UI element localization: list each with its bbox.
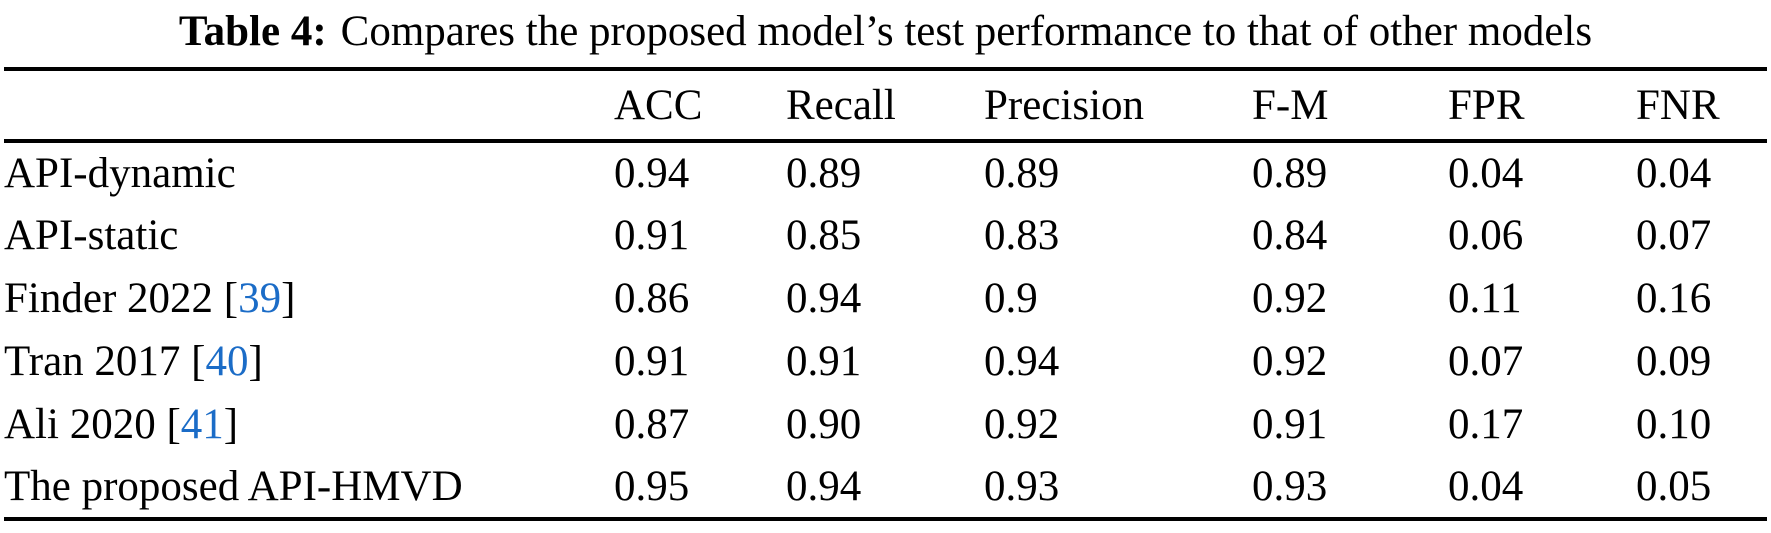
table-header: ACC Recall Precision F-M FPR FNR (4, 69, 1767, 143)
metric-cell: 0.91 (1252, 401, 1328, 448)
metric-cell: 0.91 (614, 212, 690, 259)
metric-cell: 0.93 (1252, 463, 1328, 510)
column-header-recall: Recall (786, 69, 984, 143)
model-name-cell: Finder 2022 [39] (4, 267, 614, 330)
metric-cell: 0.93 (984, 463, 1060, 510)
column-header-model (4, 69, 614, 143)
metric-cell: 0.95 (614, 463, 690, 510)
metric-cell: 0.9 (984, 275, 1038, 322)
model-name: Finder 2022 (4, 275, 214, 322)
metric-cell: 0.91 (786, 338, 862, 385)
metric-cell: 0.92 (984, 401, 1060, 448)
table-row: API-dynamic 0.94 0.89 0.89 0.89 0.04 0.04 (4, 141, 1767, 204)
citation-link[interactable]: 39 (238, 275, 282, 322)
metric-cell: 0.10 (1636, 401, 1712, 448)
metric-cell: 0.86 (614, 275, 690, 322)
metric-cell: 0.05 (1636, 463, 1712, 510)
citation-open-bracket: [ (155, 401, 181, 448)
column-header-acc: ACC (614, 69, 786, 143)
column-header-fpr: FPR (1448, 69, 1636, 143)
metric-cell: 0.83 (984, 212, 1060, 259)
metric-cell: 0.90 (786, 401, 862, 448)
metric-cell: 0.09 (1636, 338, 1712, 385)
column-header-fnr: FNR (1636, 69, 1767, 143)
model-name: Tran 2017 (4, 338, 181, 385)
metric-cell: 0.16 (1636, 275, 1712, 322)
metric-cell: 0.91 (614, 338, 690, 385)
column-header-precision: Precision (984, 69, 1252, 143)
model-name-cell: API-dynamic (4, 141, 614, 204)
table-caption: Table 4: Compares the proposed model’s te… (0, 0, 1771, 60)
table-row: Ali 2020 [41] 0.87 0.90 0.92 0.91 0.17 0.10 (4, 393, 1767, 456)
model-name-cell: Tran 2017 [40] (4, 330, 614, 393)
table-row: The proposed API-HMVD 0.95 0.94 0.93 0.93 0.0… (4, 456, 1767, 519)
citation-open-bracket: [ (213, 275, 239, 322)
results-table: ACC Recall Precision F-M FPR FNR API-dyn… (4, 67, 1767, 521)
column-header-fm: F-M (1252, 69, 1448, 143)
metric-cell: 0.92 (1252, 275, 1328, 322)
citation-close-bracket: ] (248, 338, 263, 385)
metric-cell: 0.04 (1448, 463, 1524, 510)
table-row: Tran 2017 [40] 0.91 0.91 0.94 0.92 0.07 0.09 (4, 330, 1767, 393)
metric-cell: 0.94 (614, 150, 690, 197)
metric-cell: 0.92 (1252, 338, 1328, 385)
model-name-cell: The proposed API-HMVD (4, 456, 614, 519)
model-name: Ali 2020 (4, 401, 156, 448)
table-row: API-static 0.91 0.85 0.83 0.84 0.06 0.07 (4, 204, 1767, 267)
model-name: The proposed API-HMVD (4, 463, 463, 510)
metric-cell: 0.89 (1252, 150, 1328, 197)
model-name: API-static (4, 212, 179, 259)
metric-cell: 0.85 (786, 212, 862, 259)
metric-cell: 0.07 (1448, 338, 1524, 385)
model-name: API-dynamic (4, 150, 236, 197)
header-row: ACC Recall Precision F-M FPR FNR (4, 69, 1767, 143)
metric-cell: 0.04 (1448, 150, 1524, 197)
metric-cell: 0.89 (984, 150, 1060, 197)
metric-cell: 0.94 (786, 463, 862, 510)
model-name-cell: API-static (4, 204, 614, 267)
table-caption-label: Table 4: (178, 8, 327, 55)
citation-link[interactable]: 40 (205, 338, 249, 385)
metric-cell: 0.11 (1448, 275, 1522, 322)
citation-close-bracket: ] (223, 401, 239, 448)
table-caption-text: Compares the proposed model’s test perfo… (340, 8, 1593, 55)
citation-open-bracket: [ (180, 338, 206, 385)
metric-cell: 0.89 (786, 150, 862, 197)
metric-cell: 0.04 (1636, 150, 1712, 197)
metric-cell: 0.94 (984, 338, 1060, 385)
model-name-cell: Ali 2020 [41] (4, 393, 614, 456)
metric-cell: 0.94 (786, 275, 862, 322)
table-row: Finder 2022 [39] 0.86 0.94 0.9 0.92 0.11 0.16 (4, 267, 1767, 330)
metric-cell: 0.06 (1448, 212, 1524, 259)
citation-close-bracket: ] (281, 275, 296, 322)
citation-link[interactable]: 41 (180, 401, 224, 448)
table-body: API-dynamic 0.94 0.89 0.89 0.89 0.04 0.04 API-s… (4, 141, 1767, 519)
metric-cell: 0.07 (1636, 212, 1712, 259)
metric-cell: 0.84 (1252, 212, 1328, 259)
metric-cell: 0.87 (614, 401, 690, 448)
metric-cell: 0.17 (1448, 401, 1524, 448)
